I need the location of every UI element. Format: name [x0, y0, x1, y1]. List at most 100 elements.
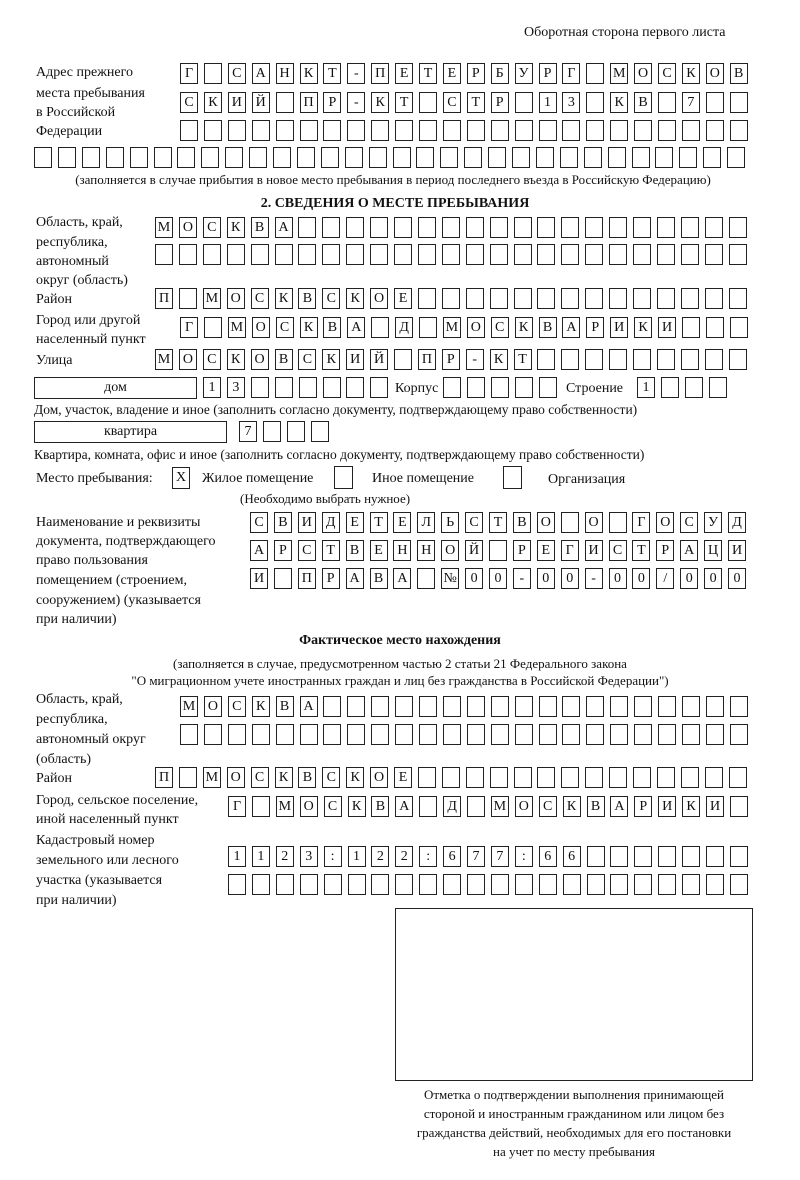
char-cell[interactable]: - — [347, 92, 366, 113]
char-cell[interactable] — [537, 217, 556, 238]
char-cell[interactable] — [705, 696, 724, 717]
char-cell[interactable]: Н — [393, 540, 412, 561]
char-cell[interactable]: Й — [465, 540, 484, 561]
char-cell[interactable] — [419, 317, 437, 338]
char-cell[interactable] — [203, 63, 222, 84]
char-cell[interactable]: К — [562, 796, 581, 817]
char-cell[interactable] — [514, 724, 533, 745]
char-cell[interactable]: 2 — [395, 846, 414, 867]
char-cell[interactable] — [538, 377, 557, 398]
char-cell[interactable]: О — [370, 767, 389, 788]
char-cell[interactable] — [419, 796, 438, 817]
char-cell[interactable]: Й — [370, 349, 389, 370]
char-cell[interactable] — [538, 724, 557, 745]
char-cell[interactable]: П — [417, 349, 436, 370]
char-cell[interactable] — [394, 244, 412, 265]
char-cell[interactable]: 0 — [680, 568, 699, 589]
char-cell[interactable]: Г — [180, 63, 198, 84]
char-cell[interactable] — [490, 874, 509, 895]
char-cell[interactable] — [274, 244, 293, 265]
char-cell[interactable]: П — [155, 767, 173, 788]
char-cell[interactable]: И — [584, 540, 603, 561]
char-cell[interactable]: Т — [369, 512, 388, 533]
char-cell[interactable] — [561, 288, 580, 309]
char-cell[interactable]: Е — [369, 540, 388, 561]
char-cell[interactable]: К — [634, 317, 653, 338]
char-cell[interactable] — [275, 874, 294, 895]
char-cell[interactable] — [513, 288, 532, 309]
char-cell[interactable] — [262, 421, 281, 442]
char-cell[interactable]: 1 — [347, 846, 366, 867]
char-cell[interactable]: Б — [490, 63, 509, 84]
char-cell[interactable]: К — [489, 349, 508, 370]
char-cell[interactable]: Г — [632, 512, 651, 533]
char-cell[interactable]: Т — [489, 512, 507, 533]
char-cell[interactable]: И — [297, 512, 316, 533]
char-cell[interactable]: С — [323, 796, 342, 817]
flat-type-field[interactable]: квартира — [34, 421, 227, 443]
char-cell[interactable]: К — [346, 288, 365, 309]
char-cell[interactable] — [705, 724, 724, 745]
char-cell[interactable] — [202, 244, 221, 265]
char-cell[interactable]: В — [345, 540, 364, 561]
char-cell[interactable] — [660, 377, 679, 398]
char-cell[interactable]: 0 — [632, 568, 651, 589]
char-cell[interactable] — [609, 349, 628, 370]
char-cell[interactable]: А — [680, 540, 699, 561]
char-cell[interactable] — [706, 874, 724, 895]
char-cell[interactable]: С — [227, 63, 246, 84]
char-cell[interactable] — [467, 874, 485, 895]
char-cell[interactable]: М — [155, 349, 173, 370]
char-cell[interactable] — [299, 120, 318, 141]
char-cell[interactable] — [537, 349, 556, 370]
char-cell[interactable]: К — [226, 349, 245, 370]
char-cell[interactable]: Р — [321, 568, 340, 589]
char-cell[interactable] — [177, 147, 196, 168]
char-cell[interactable]: О — [299, 796, 318, 817]
char-cell[interactable]: Й — [251, 92, 270, 113]
char-cell[interactable] — [417, 217, 436, 238]
char-cell[interactable] — [251, 874, 270, 895]
char-cell[interactable]: В — [729, 63, 748, 84]
char-cell[interactable] — [514, 120, 533, 141]
char-cell[interactable]: Е — [442, 63, 461, 84]
char-cell[interactable] — [585, 767, 604, 788]
char-cell[interactable]: П — [371, 63, 390, 84]
char-cell[interactable] — [464, 147, 483, 168]
char-cell[interactable] — [609, 767, 628, 788]
char-cell[interactable] — [538, 874, 557, 895]
char-cell[interactable] — [299, 874, 318, 895]
char-cell[interactable] — [729, 724, 748, 745]
char-cell[interactable] — [656, 349, 675, 370]
char-cell[interactable] — [609, 288, 628, 309]
char-cell[interactable]: О — [178, 217, 197, 238]
char-cell[interactable] — [310, 421, 329, 442]
char-cell[interactable]: 7 — [467, 846, 485, 867]
char-cell[interactable]: 0 — [728, 568, 746, 589]
char-cell[interactable] — [203, 724, 222, 745]
char-cell[interactable] — [586, 63, 605, 84]
char-cell[interactable] — [81, 147, 100, 168]
char-cell[interactable] — [586, 92, 605, 113]
char-cell[interactable] — [656, 288, 675, 309]
char-cell[interactable]: 0 — [608, 568, 627, 589]
char-cell[interactable] — [728, 288, 747, 309]
char-cell[interactable] — [704, 217, 723, 238]
char-cell[interactable]: П — [297, 568, 316, 589]
char-cell[interactable] — [465, 767, 484, 788]
char-cell[interactable]: Д — [443, 796, 462, 817]
char-cell[interactable] — [296, 147, 315, 168]
char-cell[interactable] — [585, 288, 604, 309]
char-cell[interactable] — [728, 244, 747, 265]
char-cell[interactable] — [561, 767, 580, 788]
char-cell[interactable] — [392, 147, 411, 168]
char-cell[interactable]: И — [658, 317, 676, 338]
char-cell[interactable]: В — [273, 512, 292, 533]
char-cell[interactable]: 0 — [536, 568, 555, 589]
char-cell[interactable] — [395, 724, 414, 745]
char-cell[interactable] — [443, 874, 462, 895]
char-cell[interactable]: Р — [512, 540, 531, 561]
char-cell[interactable] — [537, 288, 556, 309]
char-cell[interactable] — [514, 696, 533, 717]
char-cell[interactable]: А — [347, 317, 366, 338]
